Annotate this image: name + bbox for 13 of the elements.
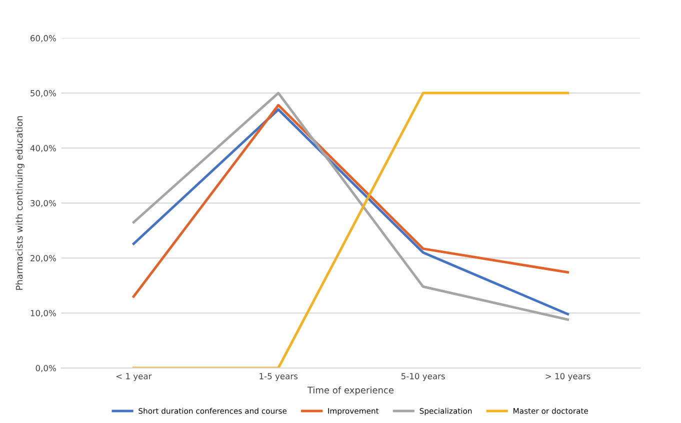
x-axis-title: Time of experience	[307, 386, 394, 396]
y-tick-label: 30,0%	[30, 200, 56, 208]
x-tick-label: < 1 year	[116, 373, 152, 381]
x-tick-label: > 10 years	[546, 373, 590, 381]
y-axis-title: Pharmacists with continuing education	[16, 116, 24, 290]
x-tick-label: 1-5 years	[260, 373, 298, 381]
y-tick-label: 60,0%	[30, 35, 56, 42]
y-tick-label: 10,0%	[30, 310, 56, 318]
y-tick-label: 0,0%	[36, 364, 56, 372]
x-tick-label: 5-10 years	[401, 373, 445, 381]
y-tick-label: 40,0%	[30, 145, 56, 152]
y-tick-label: 20,0%	[30, 255, 56, 262]
y-tick-label: 50,0%	[30, 90, 56, 98]
